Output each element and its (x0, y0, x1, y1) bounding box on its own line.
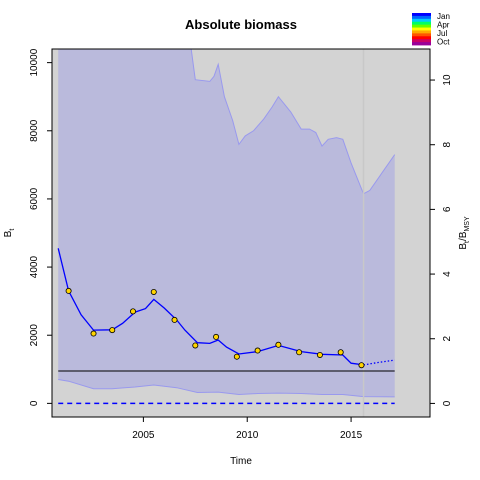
x-tick-label: 2015 (340, 430, 363, 441)
x-axis-label: Time (230, 456, 252, 467)
x-tick-label: 2010 (236, 430, 259, 441)
observation-point (233, 353, 240, 360)
legend-month-label: Jul (437, 29, 447, 38)
legend-month-label: Oct (437, 38, 450, 47)
biomass-fit-line (57, 248, 364, 366)
chart-title: Absolute biomass (185, 17, 297, 32)
legend-color-swatch (412, 36, 431, 40)
y-left-label-main: B (3, 230, 14, 237)
observation-point (65, 287, 72, 294)
legend-color-swatch (412, 30, 431, 34)
y-right-label-main: B (458, 243, 469, 250)
observation-point (213, 333, 220, 340)
observation-point (275, 341, 282, 348)
legend-color-swatch (412, 18, 431, 23)
plot-frame (51, 48, 431, 418)
observation-point (254, 347, 261, 354)
observation-point (358, 362, 365, 369)
x-tick-label: 2005 (132, 430, 155, 441)
observation-point (90, 330, 97, 337)
y-right-tick-label: 2 (442, 336, 453, 342)
y-axis-left-label: Bt (3, 229, 16, 238)
observation-point (150, 288, 157, 295)
y-right-label-sub2: MSY (464, 216, 471, 232)
y-left-label-sub: t (9, 229, 16, 231)
legend-color-swatch (412, 21, 431, 26)
y-left-tick-label: 8000 (29, 119, 40, 142)
y-left-tick-label: 0 (29, 400, 40, 406)
legend-color-swatch (412, 27, 431, 31)
legend-color-swatch (412, 24, 431, 28)
observation-point (109, 327, 116, 334)
y-right-tick-label: 6 (442, 206, 453, 212)
observation-point (337, 349, 344, 356)
legend-month-label: Jan (437, 12, 450, 21)
y-left-tick-label: 2000 (29, 324, 40, 347)
y-right-label-sub: t (464, 241, 471, 243)
y-left-tick-label: 10000 (29, 48, 40, 76)
y-right-label-sep: /B (458, 231, 469, 241)
confidence-lower-edge (58, 379, 395, 398)
observation-points (65, 287, 365, 369)
legend-color-swatch (412, 13, 431, 17)
y-right-tick-label: 8 (442, 142, 453, 148)
observation-point (316, 351, 323, 358)
legend-color-swatch (412, 42, 431, 46)
y-axis-left: 0 2000 4000 6000 8000 10000 (29, 48, 52, 406)
y-right-tick-label: 10 (442, 74, 453, 86)
y-axis-right: 0 2 4 6 8 10 (430, 74, 453, 406)
observation-point (192, 342, 199, 349)
y-right-tick-label: 0 (442, 400, 453, 406)
y-right-tick-label: 4 (442, 271, 453, 277)
legend-color-swatch (412, 33, 431, 37)
observation-point (296, 349, 303, 356)
legend-color-swatch (412, 39, 431, 43)
y-left-tick-label: 6000 (29, 187, 40, 210)
legend-color-swatch (412, 15, 431, 20)
x-axis: 2005 2010 2015 (132, 417, 363, 441)
biomass-projection-line (363, 359, 395, 366)
y-left-tick-label: 4000 (29, 256, 40, 279)
confidence-upper-edge (58, 48, 396, 195)
observation-point (171, 316, 178, 323)
plot-region (52, 48, 430, 417)
observation-point (129, 308, 136, 315)
y-axis-right-label: Bt/BMSY (458, 216, 471, 250)
legend-month-label: Apr (437, 21, 450, 30)
